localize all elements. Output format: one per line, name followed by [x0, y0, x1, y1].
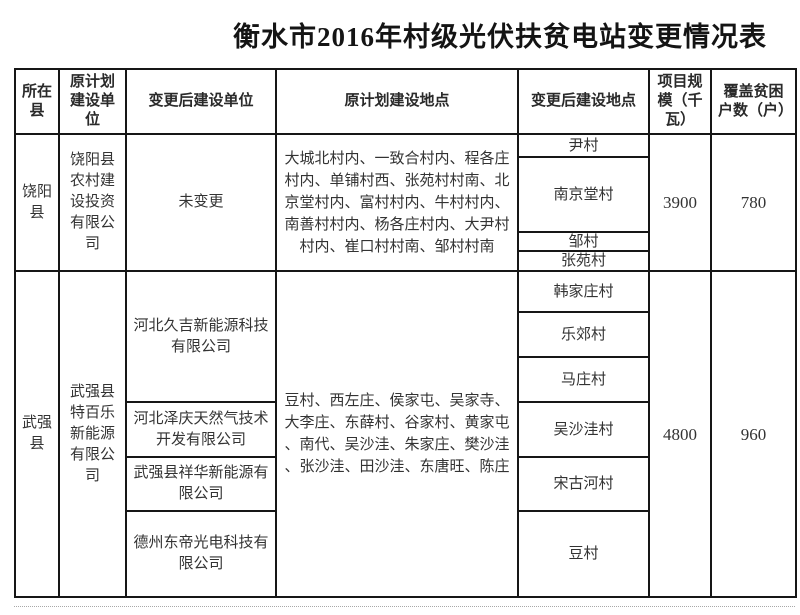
next-page-row-hint-line — [14, 606, 795, 607]
page-title: 衡水市2016年村级光伏扶贫电站变更情况表 — [233, 22, 767, 52]
original-unit-cell: 武强县特百乐新能源有限公司 — [58, 270, 127, 598]
pv-station-change-table: 所在县 原计划建设单位 变更后建设单位 原计划建设地点 变更后建设地点 项目规模… — [14, 68, 797, 598]
households-cell: 960 — [710, 270, 797, 598]
changed-unit-cell: 未变更 — [125, 133, 277, 272]
table-row: 南京堂村 — [15, 156, 796, 233]
column-header-changed-location: 变更后建设地点 — [517, 68, 650, 135]
changed-location-cell: 尹村 — [517, 133, 650, 158]
changed-location-cell: 韩家庄村 — [517, 270, 650, 313]
original-unit-cell: 饶阳县农村建设投资有限公司 — [58, 133, 127, 272]
original-location-cell: 豆村、西左庄、侯家屯、吴家寺、大李庄、东薛村、谷家村、黄家屯、南代、吴沙洼、朱家… — [275, 270, 519, 598]
changed-unit-cell: 河北泽庆天然气技术开发有限公司 — [125, 401, 277, 458]
table-row: 邹村 — [15, 231, 796, 252]
column-header-project-scale: 项目规模（千瓦） — [648, 68, 712, 135]
table-row: 张苑村 — [15, 250, 796, 272]
changed-location-cell: 邹村 — [517, 231, 650, 252]
households-cell: 780 — [710, 133, 797, 272]
changed-location-cell: 豆村 — [517, 510, 650, 598]
changed-unit-cell: 河北久吉新能源科技有限公司 — [125, 270, 277, 403]
project-scale-cell: 3900 — [648, 133, 712, 272]
county-cell: 武强县 — [14, 270, 60, 598]
county-cell: 饶阳县 — [14, 133, 60, 272]
table-row: 武强县 武强县特百乐新能源有限公司 河北久吉新能源科技有限公司 豆村、西左庄、侯家屯、… — [14, 270, 797, 598]
column-header-county: 所在县 — [14, 68, 60, 135]
table-row: 饶阳县 饶阳县农村建设投资有限公司 未变更 大城北村内、一致合村内、程各庄村内、单铺村… — [14, 133, 797, 272]
changed-location-cell: 乐郊村 — [517, 311, 650, 358]
changed-location-cell: 吴沙洼村 — [517, 401, 650, 458]
column-header-poor-households: 覆盖贫困户数（户） — [710, 68, 797, 135]
column-header-original-location: 原计划建设地点 — [275, 68, 519, 135]
header-row: 所在县 原计划建设单位 变更后建设单位 原计划建设地点 变更后建设地点 项目规模… — [14, 68, 797, 135]
column-header-changed-unit: 变更后建设单位 — [125, 68, 277, 135]
table-row: 德州东帝光电科技有限公司 豆村 — [15, 510, 796, 598]
changed-location-cell: 南京堂村 — [517, 156, 650, 233]
project-scale-cell: 4800 — [648, 270, 712, 598]
table-row: 武强县祥华新能源有限公司 宋古河村 — [15, 456, 796, 512]
original-location-cell: 大城北村内、一致合村内、程各庄村内、单铺村西、张苑村村南、北京堂村内、富村村内、… — [275, 133, 519, 272]
table-row: 乐郊村 — [15, 311, 796, 358]
changed-unit-cell: 德州东帝光电科技有限公司 — [125, 510, 277, 598]
changed-location-cell: 宋古河村 — [517, 456, 650, 512]
changed-location-cell: 马庄村 — [517, 356, 650, 403]
changed-unit-cell: 武强县祥华新能源有限公司 — [125, 456, 277, 512]
table-row: 马庄村 — [15, 356, 796, 403]
table-row: 河北泽庆天然气技术开发有限公司 吴沙洼村 — [15, 401, 796, 458]
changed-location-cell: 张苑村 — [517, 250, 650, 272]
column-header-original-unit: 原计划建设单位 — [58, 68, 127, 135]
